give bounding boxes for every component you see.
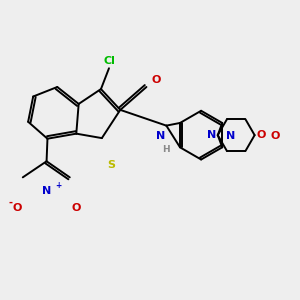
Text: S: S	[107, 160, 115, 170]
Text: Cl: Cl	[103, 56, 115, 66]
Text: O: O	[12, 203, 22, 213]
Text: O: O	[270, 131, 280, 141]
Text: O: O	[71, 203, 81, 213]
Text: O: O	[152, 75, 161, 85]
Text: N: N	[156, 131, 166, 141]
Text: N: N	[207, 130, 216, 140]
Text: H: H	[163, 145, 170, 154]
Text: N: N	[226, 131, 236, 141]
Text: +: +	[55, 181, 61, 190]
Text: N: N	[42, 186, 51, 196]
Text: O: O	[256, 130, 266, 140]
Text: -: -	[9, 198, 13, 208]
